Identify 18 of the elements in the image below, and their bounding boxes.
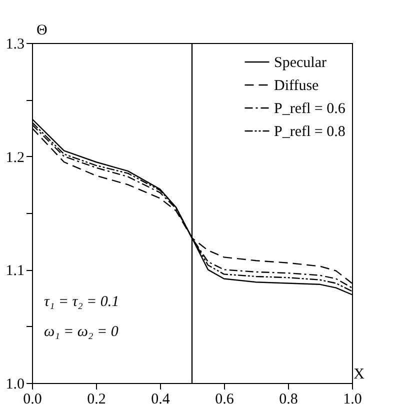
legend-label: Diffuse [274, 78, 320, 94]
x-tick-label: 0.8 [279, 392, 298, 408]
x-tick-label: 0.6 [215, 392, 234, 408]
x-tick-label: 0.2 [87, 392, 106, 408]
y-axis-title: Θ [36, 22, 48, 38]
x-tick-label: 0.0 [23, 392, 42, 408]
legend-label: P_refl = 0.8 [274, 124, 346, 140]
legend-label: P_refl = 0.6 [274, 101, 346, 117]
annotation: ω₁ = ω₂ = 0 [44, 324, 119, 340]
y-tick-label: 1.1 [6, 263, 24, 280]
y-tick-label: 1.0 [6, 376, 24, 392]
x-tick-label: 1.0 [343, 392, 362, 408]
y-tick-label: 1.3 [6, 36, 24, 52]
legend-label: Specular [274, 55, 326, 71]
y-tick-label: 1.2 [6, 150, 24, 166]
x-axis-title: X [354, 366, 365, 382]
annotation: τ₁ = τ₂ = 0.1 [44, 294, 120, 310]
x-tick-label: 0.4 [151, 392, 170, 408]
